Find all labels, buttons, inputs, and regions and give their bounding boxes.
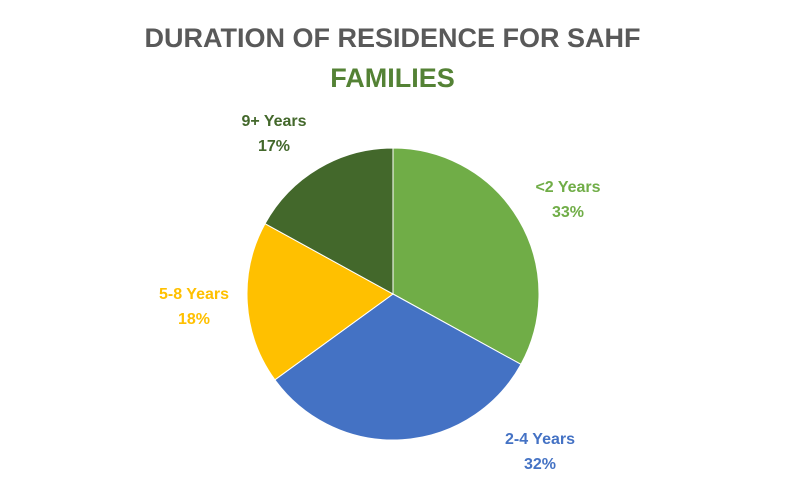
slice-label-1: 2-4 Years [505,431,575,448]
chart-title-line-1: DURATION OF RESIDENCE FOR SAHF [144,23,641,53]
pie-slice-0 [392,147,540,366]
slice-label-2: 5-8 Years [159,286,229,303]
slice-percent-3: 17% [258,138,290,155]
pie-slice-1 [274,293,522,441]
slice-percent-1: 32% [524,456,556,473]
pie-slice-3 [264,147,394,295]
chart-title: DURATION OF RESIDENCE FOR SAHF FAMILIES [0,18,785,98]
slice-percent-2: 18% [178,311,210,328]
chart-title-line-2: FAMILIES [330,63,455,93]
slice-label-3: 9+ Years [241,113,306,130]
pie-slice-2 [246,222,394,381]
slice-label-0: <2 Years [535,179,600,196]
slice-percent-0: 33% [552,204,584,221]
